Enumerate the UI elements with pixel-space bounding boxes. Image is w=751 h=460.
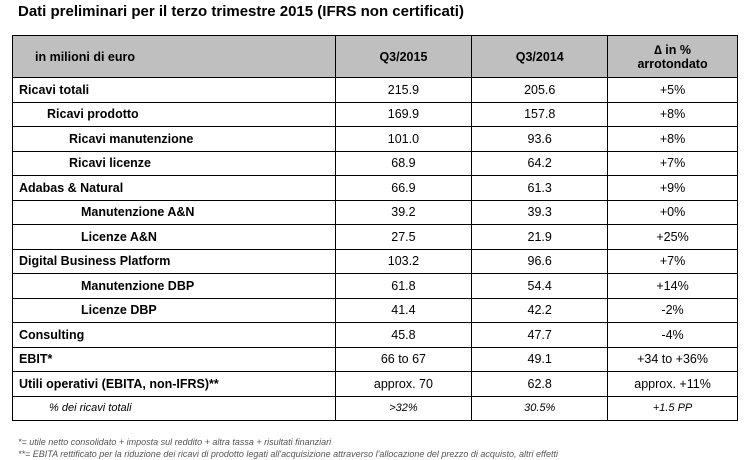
table-row: Ricavi licenze 68.9 64.2 +7% <box>12 150 738 176</box>
value-q3-2015: 27.5 <box>334 224 473 250</box>
page-title: Dati preliminari per il terzo trimestre … <box>18 3 464 20</box>
value-q3-2015: 215.9 <box>334 77 473 103</box>
value-q3-2015: 66.9 <box>334 175 473 201</box>
table-row: Utili operativi (EBITA, non-IFRS)** appr… <box>12 371 738 397</box>
value-q3-2015: 45.8 <box>334 322 473 348</box>
value-delta: +8% <box>607 126 738 152</box>
value-delta: +14% <box>607 273 738 299</box>
value-q3-2014: 30.5% <box>471 395 609 421</box>
value-q3-2015: >32% <box>334 395 473 421</box>
row-label: EBIT* <box>12 346 336 372</box>
table-row: Adabas & Natural 66.9 61.3 +9% <box>12 175 738 201</box>
header-delta-line1: ∆ in % <box>654 42 691 57</box>
value-delta: +5% <box>607 77 738 103</box>
value-q3-2014: 93.6 <box>471 126 609 152</box>
value-delta: approx. +11% <box>607 371 738 397</box>
value-delta: +9% <box>607 175 738 201</box>
value-q3-2015: 101.0 <box>334 126 473 152</box>
value-delta: -4% <box>607 322 738 348</box>
row-label: Utili operativi (EBITA, non-IFRS)** <box>12 371 336 397</box>
value-q3-2014: 21.9 <box>471 224 609 250</box>
header-delta: ∆ in % arrotondato <box>607 35 738 78</box>
row-label: Licenze A&N <box>12 224 336 250</box>
value-q3-2014: 62.8 <box>471 371 609 397</box>
value-delta: +34 to +36% <box>607 346 738 372</box>
value-q3-2014: 205.6 <box>471 77 609 103</box>
value-q3-2014: 64.2 <box>471 150 609 176</box>
table-row: % dei ricavi totali >32% 30.5% +1.5 PP <box>12 395 738 421</box>
financial-table: in milioni di euro Q3/2015 Q3/2014 ∆ in … <box>12 35 738 421</box>
value-q3-2015: 41.4 <box>334 297 473 323</box>
row-label: Adabas & Natural <box>12 175 336 201</box>
row-label: Consulting <box>12 322 336 348</box>
table-row: EBIT* 66 to 67 49.1 +34 to +36% <box>12 346 738 372</box>
header-label: in milioni di euro <box>12 35 336 78</box>
value-q3-2015: 61.8 <box>334 273 473 299</box>
value-q3-2015: 169.9 <box>334 101 473 127</box>
value-q3-2015: 103.2 <box>334 248 473 274</box>
table-header-row: in milioni di euro Q3/2015 Q3/2014 ∆ in … <box>12 35 738 78</box>
row-label: % dei ricavi totali <box>12 395 336 421</box>
footnote-ebit: *= utile netto consolidato + imposta sul… <box>18 437 332 447</box>
value-q3-2014: 49.1 <box>471 346 609 372</box>
row-label: Ricavi licenze <box>12 150 336 176</box>
value-q3-2015: 66 to 67 <box>334 346 473 372</box>
value-q3-2014: 39.3 <box>471 199 609 225</box>
value-q3-2014: 54.4 <box>471 273 609 299</box>
table-row: Ricavi manutenzione 101.0 93.6 +8% <box>12 126 738 152</box>
row-label: Digital Business Platform <box>12 248 336 274</box>
row-label: Ricavi prodotto <box>12 101 336 127</box>
value-q3-2014: 42.2 <box>471 297 609 323</box>
row-label: Manutenzione A&N <box>12 199 336 225</box>
value-delta: +1.5 PP <box>607 395 738 421</box>
row-label: Licenze DBP <box>12 297 336 323</box>
row-label: Manutenzione DBP <box>12 273 336 299</box>
header-delta-line2: arrotondato <box>637 56 708 71</box>
row-label: Ricavi manutenzione <box>12 126 336 152</box>
value-delta: +7% <box>607 248 738 274</box>
value-q3-2015: 68.9 <box>334 150 473 176</box>
value-q3-2015: approx. 70 <box>334 371 473 397</box>
header-q3-2014: Q3/2014 <box>471 35 609 78</box>
value-delta: +7% <box>607 150 738 176</box>
row-label: Ricavi totali <box>12 77 336 103</box>
value-delta: -2% <box>607 297 738 323</box>
value-q3-2014: 96.6 <box>471 248 609 274</box>
value-q3-2015: 39.2 <box>334 199 473 225</box>
value-delta: +0% <box>607 199 738 225</box>
table-row: Manutenzione DBP 61.8 54.4 +14% <box>12 273 738 299</box>
table-row: Ricavi prodotto 169.9 157.8 +8% <box>12 101 738 127</box>
table-row: Licenze A&N 27.5 21.9 +25% <box>12 224 738 250</box>
table-row: Ricavi totali 215.9 205.6 +5% <box>12 77 738 103</box>
table-row: Consulting 45.8 47.7 -4% <box>12 322 738 348</box>
value-q3-2014: 47.7 <box>471 322 609 348</box>
value-q3-2014: 61.3 <box>471 175 609 201</box>
value-delta: +25% <box>607 224 738 250</box>
table-row: Licenze DBP 41.4 42.2 -2% <box>12 297 738 323</box>
table-row: Digital Business Platform 103.2 96.6 +7% <box>12 248 738 274</box>
value-q3-2014: 157.8 <box>471 101 609 127</box>
table-row: Manutenzione A&N 39.2 39.3 +0% <box>12 199 738 225</box>
footnote-ebita: **= EBITA rettificato per la riduzione d… <box>18 449 558 459</box>
header-q3-2015: Q3/2015 <box>334 35 473 78</box>
value-delta: +8% <box>607 101 738 127</box>
